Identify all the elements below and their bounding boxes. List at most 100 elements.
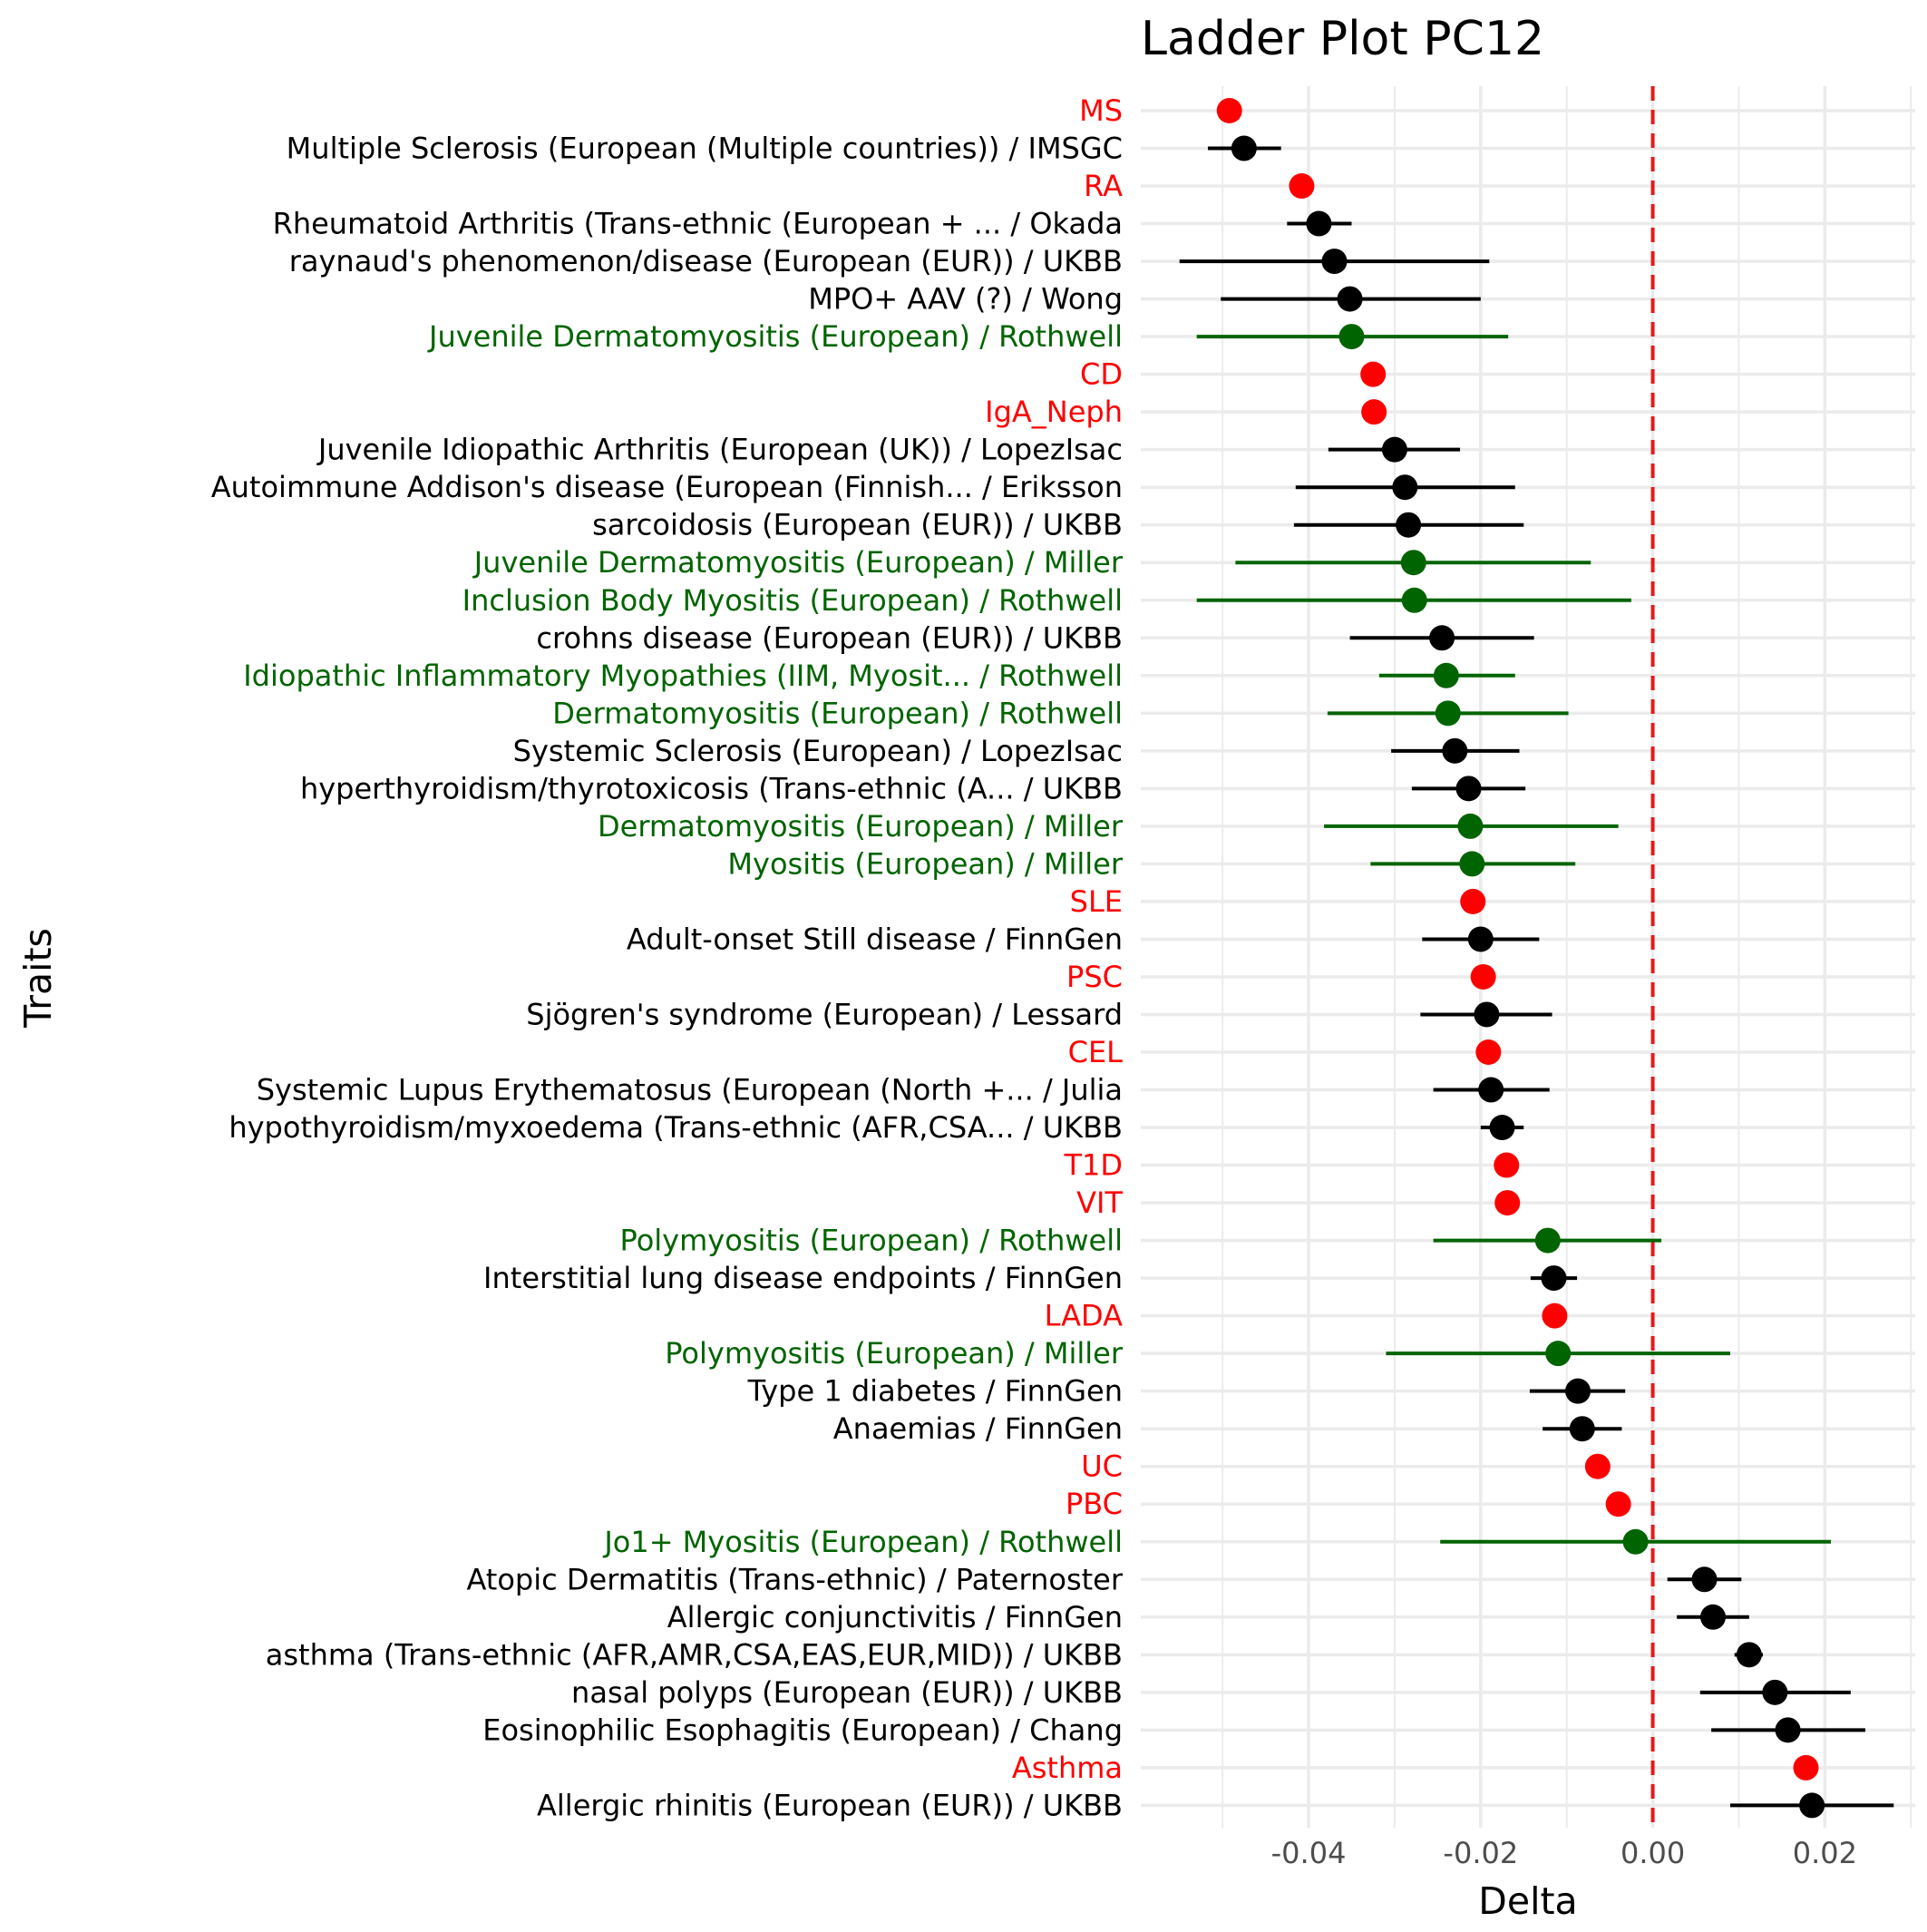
data-point <box>1338 324 1365 350</box>
data-point <box>1545 1341 1572 1367</box>
y-axis-title: Traits <box>16 928 60 1029</box>
data-point <box>1457 813 1484 839</box>
data-point <box>1459 851 1485 877</box>
x-tick-label: 0.02 <box>1793 1836 1857 1870</box>
data-point <box>1321 249 1348 275</box>
x-tick-label: 0.00 <box>1620 1836 1685 1870</box>
data-point <box>1467 926 1494 952</box>
y-tick-label: LADA <box>1045 1299 1124 1333</box>
data-point <box>1361 399 1387 425</box>
y-tick-label: Inclusion Body Myositis (European) / Rot… <box>462 583 1123 618</box>
y-tick-label: Jo1+ Myositis (European) / Rothwell <box>602 1525 1123 1559</box>
y-tick-label: Type 1 diabetes / FinnGen <box>747 1374 1123 1409</box>
y-tick-label: T1D <box>1063 1148 1123 1183</box>
data-point <box>1360 361 1387 387</box>
y-tick-label: RA <box>1084 169 1123 203</box>
data-point <box>1429 625 1455 651</box>
y-tick-label: IgA_Neph <box>985 395 1123 429</box>
data-point <box>1470 963 1496 990</box>
y-tick-label: Sjögren's syndrome (European) / Lessard <box>526 997 1123 1031</box>
y-tick-label: MPO+ AAV (?) / Wong <box>808 282 1123 317</box>
data-point <box>1700 1604 1727 1630</box>
data-point <box>1541 1265 1567 1292</box>
y-tick-label: Anaemias / FinnGen <box>833 1411 1123 1446</box>
y-tick-label: Interstitial lung disease endpoints / Fi… <box>483 1261 1123 1295</box>
y-tick-label: crohns disease (European (EUR)) / UKBB <box>536 620 1123 655</box>
y-tick-label: PBC <box>1066 1487 1123 1521</box>
y-tick-label: Juvenile Dermatomyositis (European) / Mi… <box>472 545 1124 580</box>
data-point <box>1736 1642 1762 1668</box>
y-tick-label: UC <box>1081 1449 1123 1484</box>
y-tick-label: Systemic Lupus Erythematosus (European (… <box>257 1073 1123 1107</box>
data-point <box>1605 1491 1631 1517</box>
y-tick-label: hyperthyroidism/thyrotoxicosis (Trans-et… <box>300 771 1123 805</box>
data-point <box>1337 286 1363 312</box>
data-point <box>1455 776 1482 802</box>
y-tick-label: Juvenile Dermatomyositis (European) / Ro… <box>427 319 1123 354</box>
data-point <box>1400 550 1426 576</box>
y-tick-label: Atopic Dermatitis (Trans-ethnic) / Pater… <box>466 1562 1123 1596</box>
y-tick-label: Allergic conjunctivitis / FinnGen <box>667 1600 1123 1634</box>
data-point <box>1799 1792 1825 1819</box>
y-tick-label: hypothyroidism/myxoedema (Trans-ethnic (… <box>229 1110 1123 1145</box>
y-tick-label: Eosinophilic Esophagitis (European) / Ch… <box>482 1712 1123 1747</box>
y-tick-label: raynaud's phenomenon/disease (European (… <box>289 244 1123 278</box>
y-tick-label: Multiple Sclerosis (European (Multiple c… <box>287 132 1123 166</box>
y-tick-label: Polymyositis (European) / Rothwell <box>620 1224 1123 1258</box>
y-tick-label: Systemic Sclerosis (European) / LopezIsa… <box>513 734 1123 768</box>
x-tick-labels: -0.04 -0.02 0.00 0.02 <box>1271 1836 1857 1870</box>
y-tick-labels: MS Multiple Sclerosis (European (Multiple… <box>211 93 1124 1822</box>
data-point <box>1474 1001 1500 1028</box>
data-point <box>1392 474 1418 501</box>
data-point <box>1542 1303 1568 1329</box>
y-tick-label: Allergic rhinitis (European (EUR)) / UKB… <box>537 1788 1123 1822</box>
data-point <box>1478 1077 1504 1103</box>
data-point <box>1231 135 1257 161</box>
y-tick-label: CEL <box>1068 1035 1124 1069</box>
y-tick-label: Juvenile Idiopathic Arthritis (European … <box>316 433 1123 467</box>
data-point <box>1565 1378 1591 1404</box>
data-point <box>1534 1227 1561 1254</box>
data-point <box>1775 1717 1801 1743</box>
data-point <box>1793 1754 1819 1781</box>
data-point <box>1433 662 1459 688</box>
y-tick-label: Dermatomyositis (European) / Miller <box>598 809 1124 844</box>
data-point <box>1691 1566 1718 1593</box>
y-tick-label: asthma (Trans-ethnic (AFR,AMR,CSA,EAS,EU… <box>266 1637 1123 1672</box>
data-point <box>1442 737 1468 764</box>
marks-layer <box>1179 98 1894 1819</box>
data-point <box>1622 1528 1649 1555</box>
data-point <box>1306 210 1332 237</box>
chart-title: Ladder Plot PC12 <box>1141 12 1544 66</box>
y-tick-label: Asthma <box>1012 1751 1123 1785</box>
data-point <box>1475 1039 1502 1065</box>
data-point <box>1289 173 1315 200</box>
x-tick-label: -0.04 <box>1271 1836 1347 1870</box>
y-tick-label: Myositis (European) / Miller <box>727 846 1123 881</box>
data-point <box>1569 1416 1595 1442</box>
x-tick-label: -0.02 <box>1443 1836 1518 1870</box>
y-tick-label: Rheumatoid Arthritis (Trans-ethnic (Euro… <box>273 207 1123 241</box>
x-axis-title: Delta <box>1478 1879 1577 1923</box>
y-tick-label: PSC <box>1066 960 1123 994</box>
data-point <box>1435 700 1461 727</box>
y-tick-label: VIT <box>1076 1186 1123 1220</box>
y-tick-label: Autoimmune Addison's disease (European (… <box>211 470 1123 504</box>
y-tick-label: nasal polyps (European (EUR)) / UKBB <box>571 1675 1123 1710</box>
y-tick-label: Idiopathic Inflammatory Myopathies (IIM,… <box>243 659 1123 693</box>
data-point <box>1489 1115 1515 1141</box>
y-tick-label: sarcoidosis (European (EUR)) / UKBB <box>592 508 1123 542</box>
grid-layer <box>1141 86 1915 1828</box>
y-tick-label: Polymyositis (European) / Miller <box>665 1336 1124 1371</box>
data-point <box>1401 587 1427 613</box>
data-point <box>1584 1453 1611 1479</box>
data-point <box>1494 1152 1520 1178</box>
data-point <box>1460 888 1486 914</box>
y-tick-label: SLE <box>1070 884 1123 919</box>
data-point <box>1494 1190 1521 1216</box>
data-point <box>1762 1679 1788 1705</box>
y-tick-label: Dermatomyositis (European) / Rothwell <box>552 696 1123 730</box>
y-tick-label: CD <box>1080 357 1123 392</box>
